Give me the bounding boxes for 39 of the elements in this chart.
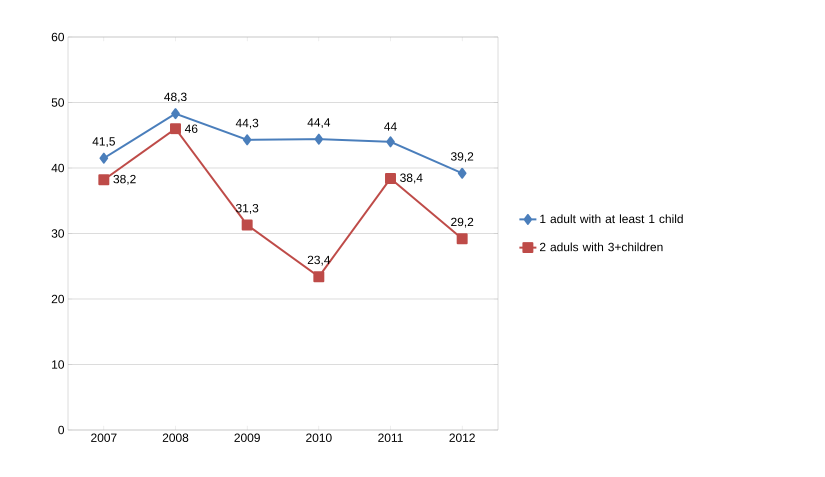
- data-label: 48,3: [164, 92, 187, 102]
- x-tick-label: 2012: [449, 434, 475, 442]
- point: [386, 136, 395, 148]
- point: [458, 168, 467, 179]
- x-tick-label: 2010: [306, 434, 332, 442]
- point: [171, 108, 180, 120]
- data-label: 23,4: [308, 256, 330, 266]
- x-tick-label: 2009: [234, 434, 260, 442]
- point: [99, 152, 108, 164]
- y-tick-label: 0: [58, 426, 64, 434]
- data-label: 44,3: [236, 118, 258, 129]
- x-tick-label: 2007: [91, 434, 117, 442]
- point: [456, 233, 468, 244]
- y-tick-label: 10: [52, 360, 64, 369]
- data-label: 39,2: [450, 152, 474, 162]
- y-tick-label: 50: [52, 98, 64, 107]
- point: [170, 123, 181, 134]
- data-label: 44,4: [307, 118, 330, 128]
- point: [314, 134, 324, 145]
- data-label: 46: [184, 124, 198, 133]
- data-label: 38,4: [400, 174, 423, 184]
- data-label: 44: [384, 122, 397, 131]
- legend-label: 1 adult with at least 1 child: [540, 214, 683, 224]
- data-label: 31,3: [236, 204, 258, 214]
- point: [385, 172, 396, 184]
- point: [98, 174, 110, 186]
- y-tick-label: 20: [52, 294, 64, 304]
- point: [242, 220, 253, 230]
- y-tick-label: 40: [51, 164, 64, 172]
- data-label: 41,5: [92, 137, 115, 148]
- x-tick-label: 2008: [162, 434, 188, 442]
- legend-label: 2 aduls with 3+children: [540, 242, 663, 252]
- point: [313, 271, 324, 282]
- data-label: 29,2: [451, 218, 474, 228]
- y-tick-label: 30: [52, 229, 64, 238]
- y-tick-label: 60: [52, 32, 64, 42]
- point: [242, 134, 252, 146]
- x-tick-label: 2011: [378, 434, 403, 442]
- data-label: 38,2: [113, 174, 136, 185]
